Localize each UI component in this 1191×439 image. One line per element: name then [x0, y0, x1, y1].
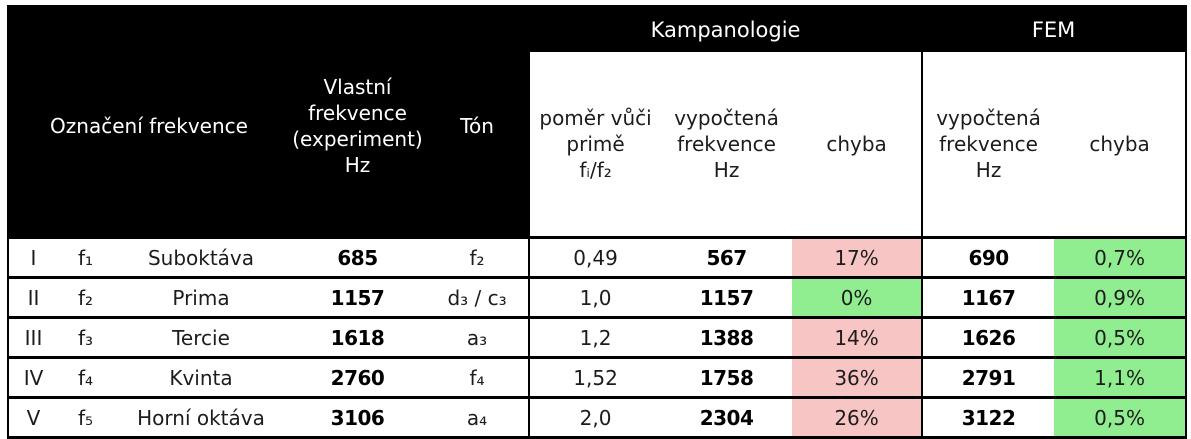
cell-fem-chyba: 0,5% [1054, 397, 1187, 438]
cell-exp-frequency: 1618 [289, 317, 426, 359]
cell-kamp-chyba: 36% [792, 357, 923, 399]
cell-exp-frequency: 2760 [289, 357, 426, 399]
cell-nazev: Kvinta [113, 357, 289, 399]
cell-fem-frequency: 2791 [921, 357, 1055, 399]
group-header-fem: FEM [922, 6, 1187, 52]
table-row: V f₅ Horní oktáva 3106 a₄ 2,0 2304 26% 3… [8, 397, 1187, 438]
cell-fem-chyba: 0,9% [1054, 277, 1187, 319]
cell-kamp-frequency: 2304 [661, 397, 793, 438]
cell-ton: f₄ [426, 357, 530, 399]
cell-exp-frequency: 3106 [289, 397, 426, 438]
cell-fem-frequency: 1167 [921, 277, 1055, 319]
cell-row-number: II [8, 277, 58, 319]
cell-frequency-symbol: f₂ [58, 277, 113, 319]
cell-kamp-chyba: 17% [792, 237, 923, 279]
cell-kamp-chyba: 26% [792, 397, 923, 438]
frequency-table: Kampanologie FEM Označení frekvence Vlas… [7, 5, 1188, 439]
header-pomer: poměr vůči primě fᵢ/f₂ [528, 52, 662, 239]
cell-pomer: 1,52 [528, 357, 662, 399]
cell-frequency-symbol: f₅ [58, 397, 113, 438]
cell-row-number: III [8, 317, 58, 359]
cell-row-number: IV [8, 357, 58, 399]
cell-frequency-symbol: f₃ [58, 317, 113, 359]
cell-nazev: Prima [113, 277, 289, 319]
cell-fem-frequency: 1626 [921, 317, 1055, 359]
table-row: III f₃ Tercie 1618 a₃ 1,2 1388 14% 1626 … [8, 317, 1187, 359]
header-kamp-vypoctena-frekvence: vypočtená frekvence Hz [661, 52, 793, 239]
header-fem-vypoctena-frekvence: vypočtená frekvence Hz [921, 52, 1055, 239]
cell-ton: a₃ [426, 317, 530, 359]
header-ton: Tón [426, 52, 530, 239]
cell-kamp-chyba: 0% [792, 277, 923, 319]
cell-frequency-symbol: f₄ [58, 357, 113, 399]
cell-pomer: 0,49 [528, 237, 662, 279]
cell-fem-chyba: 0,5% [1054, 317, 1187, 359]
cell-kamp-chyba: 14% [792, 317, 923, 359]
cell-frequency-symbol: f₁ [58, 237, 113, 279]
group-header-kampanologie: Kampanologie [529, 6, 923, 52]
cell-kamp-frequency: 1758 [661, 357, 793, 399]
table-row: II f₂ Prima 1157 d₃ / c₃ 1,0 1157 0% 116… [8, 277, 1187, 319]
cell-ton: d₃ / c₃ [426, 277, 530, 319]
cell-ton: a₄ [426, 397, 530, 438]
cell-nazev: Tercie [113, 317, 289, 359]
table-row: IV f₄ Kvinta 2760 f₄ 1,52 1758 36% 2791 … [8, 357, 1187, 399]
cell-exp-frequency: 1157 [289, 277, 426, 319]
group-header-left-spacer [8, 6, 530, 52]
cell-row-number: I [8, 237, 58, 279]
group-header-row: Kampanologie FEM [8, 6, 1187, 52]
cell-pomer: 1,0 [528, 277, 662, 319]
column-header-row: Označení frekvence Vlastní frekvence (ex… [8, 52, 1187, 239]
cell-pomer: 1,2 [528, 317, 662, 359]
cell-fem-frequency: 3122 [921, 397, 1055, 438]
cell-kamp-frequency: 567 [661, 237, 793, 279]
cell-fem-chyba: 0,7% [1054, 237, 1187, 279]
cell-kamp-frequency: 1388 [661, 317, 793, 359]
header-oznaceni-frekvence: Označení frekvence [8, 52, 289, 239]
cell-nazev: Suboktáva [113, 237, 289, 279]
cell-fem-frequency: 690 [921, 237, 1055, 279]
table-row: I f₁ Suboktáva 685 f₂ 0,49 567 17% 690 0… [8, 237, 1187, 279]
header-fem-chyba: chyba [1054, 52, 1187, 239]
cell-nazev: Horní oktáva [113, 397, 289, 438]
cell-row-number: V [8, 397, 58, 438]
header-vlastni-frekvence: Vlastní frekvence (experiment) Hz [289, 52, 426, 239]
cell-pomer: 2,0 [528, 397, 662, 438]
header-kamp-chyba: chyba [792, 52, 923, 239]
cell-ton: f₂ [426, 237, 530, 279]
cell-exp-frequency: 685 [289, 237, 426, 279]
cell-fem-chyba: 1,1% [1054, 357, 1187, 399]
cell-kamp-frequency: 1157 [661, 277, 793, 319]
frequency-table-container: Kampanologie FEM Označení frekvence Vlas… [7, 5, 1188, 439]
